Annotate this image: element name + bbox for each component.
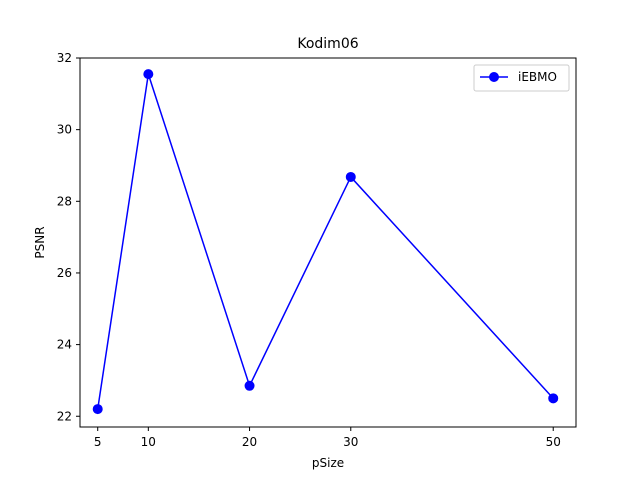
y-tick-label: 22 — [57, 409, 72, 423]
plot-area — [79, 57, 577, 428]
legend: iEBMO — [473, 64, 570, 92]
x-tick-label: 10 — [141, 435, 156, 449]
x-tick-label: 30 — [343, 435, 358, 449]
x-axis-title: pSize — [312, 456, 344, 470]
data-point — [345, 171, 356, 182]
y-axis-title: PSNR — [33, 226, 47, 258]
x-axis: 5 10 20 30 50 — [94, 427, 561, 449]
x-tick-label: 50 — [546, 435, 561, 449]
y-tick-label: 26 — [57, 266, 72, 280]
legend-box — [473, 64, 570, 92]
series-layer — [92, 69, 559, 415]
data-point — [143, 69, 154, 80]
y-tick-label: 30 — [57, 123, 72, 137]
y-tick-label: 28 — [57, 194, 72, 208]
y-tick-label: 32 — [57, 51, 72, 65]
chart-title: Kodim06 — [297, 36, 358, 52]
y-axis: 22 24 26 28 30 32 — [57, 51, 80, 423]
legend-label-iebmo: iEBMO — [518, 70, 557, 84]
y-tick-label: 24 — [57, 338, 72, 352]
legend-marker-iebmo — [489, 72, 499, 82]
data-point — [92, 404, 103, 415]
series-line-iebmo — [96, 73, 554, 410]
x-tick-label: 5 — [94, 435, 102, 449]
data-point — [244, 380, 255, 391]
data-point — [548, 393, 559, 404]
x-tick-label: 20 — [242, 435, 257, 449]
